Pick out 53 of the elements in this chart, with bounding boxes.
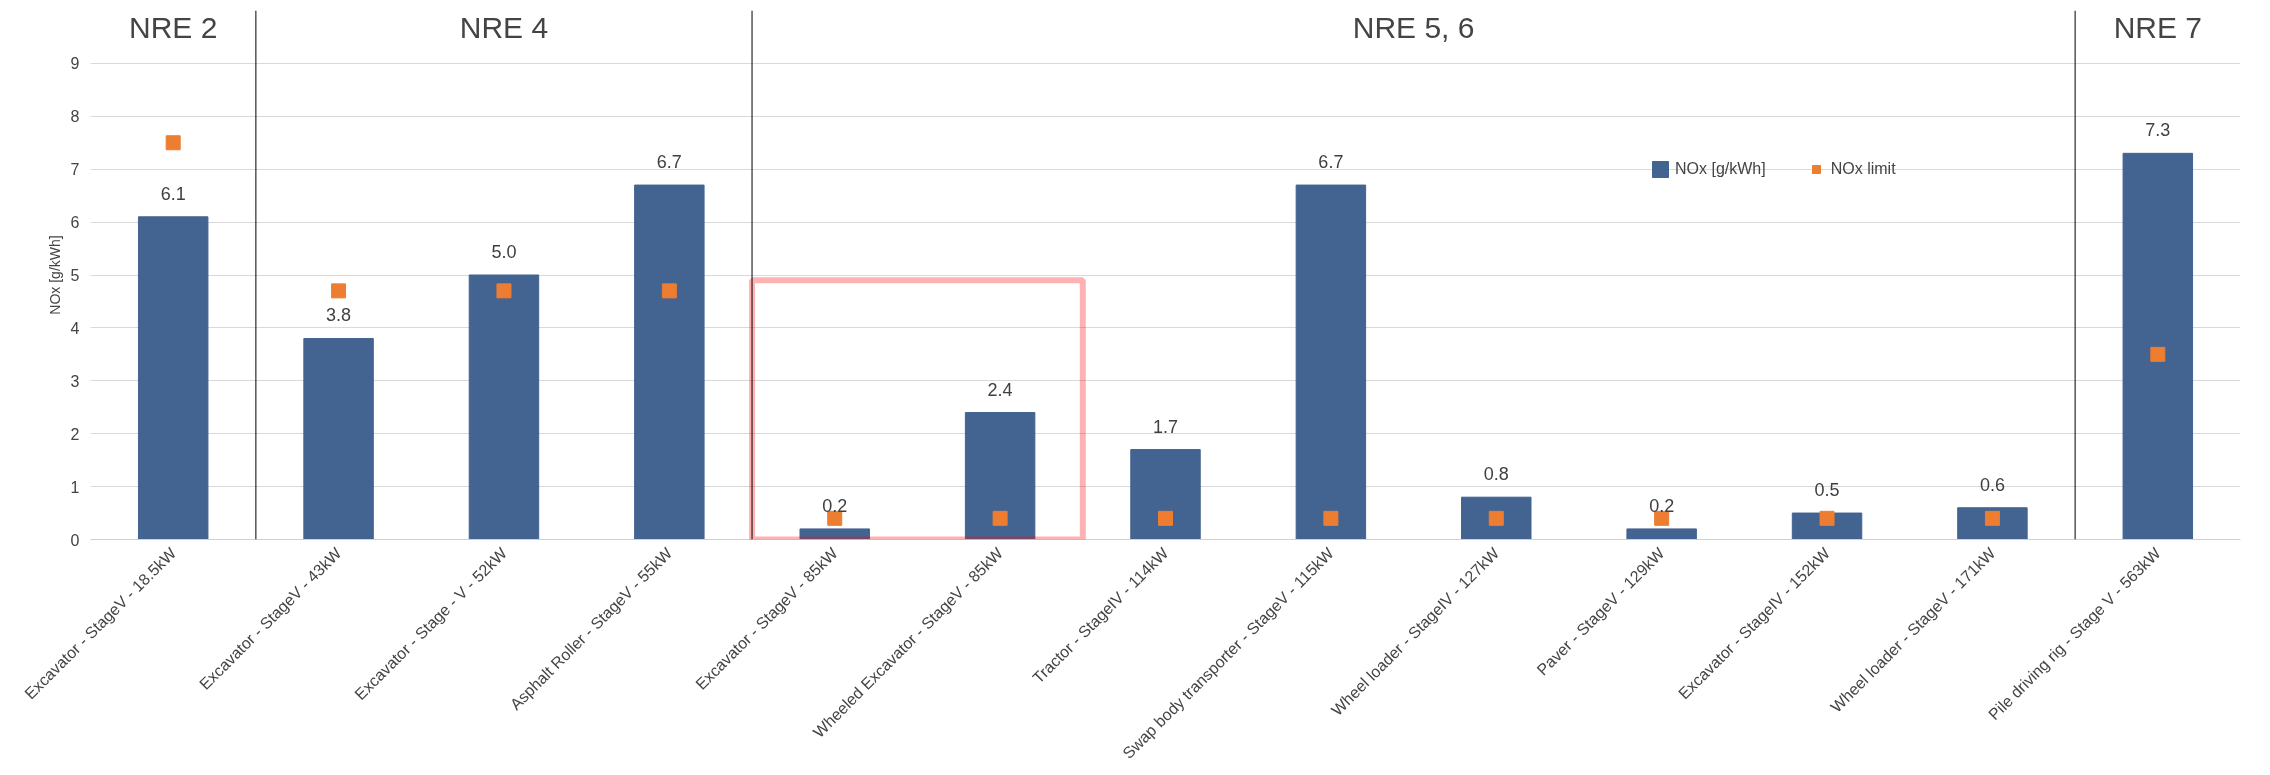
y-axis-title: NOx [g/kWh] bbox=[46, 235, 63, 315]
legend-label: NOx limit bbox=[1830, 160, 1896, 178]
bar bbox=[1295, 184, 1367, 540]
bar bbox=[1957, 507, 2028, 540]
point bbox=[496, 283, 512, 299]
y-tick-label: 9 bbox=[70, 55, 80, 73]
data-label: 3.8 bbox=[326, 305, 352, 326]
point bbox=[1158, 510, 1173, 526]
annotation: NRE 7 bbox=[2113, 10, 2202, 44]
bar bbox=[1130, 449, 1201, 540]
y-tick-label: 6 bbox=[70, 214, 80, 232]
bar bbox=[468, 274, 540, 540]
data-label: 6.1 bbox=[160, 183, 186, 204]
data-label: 0.6 bbox=[1979, 474, 2005, 495]
legend-label: NOx [g/kWh] bbox=[1675, 160, 1766, 178]
bar bbox=[1461, 496, 1532, 540]
data-label: 6.7 bbox=[656, 152, 682, 173]
bar bbox=[303, 337, 374, 540]
data-label: 0.8 bbox=[1483, 464, 1509, 485]
point bbox=[331, 283, 347, 299]
point bbox=[1984, 510, 2000, 526]
annotation: NRE 2 bbox=[129, 10, 218, 44]
data-label: 7.3 bbox=[2145, 120, 2171, 141]
y-tick-label: 1 bbox=[70, 478, 80, 496]
y-tick-label: 2 bbox=[70, 425, 80, 443]
bar bbox=[964, 412, 1036, 540]
data-label: 6.7 bbox=[1318, 152, 1344, 173]
annotation: NRE 5, 6 bbox=[1352, 10, 1475, 44]
bar bbox=[634, 184, 705, 540]
point bbox=[661, 283, 677, 299]
data-label: 1.7 bbox=[1152, 416, 1179, 437]
bar bbox=[799, 528, 870, 540]
point bbox=[2150, 346, 2166, 362]
bar bbox=[1626, 528, 1697, 540]
data-label: 2.4 bbox=[987, 379, 1013, 400]
y-tick-label: 0 bbox=[70, 531, 80, 549]
data-label: 0.5 bbox=[1814, 480, 1840, 501]
bar bbox=[2122, 152, 2194, 540]
data-label: 0.2 bbox=[822, 495, 848, 516]
y-tick-label: 5 bbox=[70, 267, 80, 284]
y-tick-label: 7 bbox=[70, 161, 80, 179]
data-label: 0.2 bbox=[1649, 495, 1675, 516]
annotation: NRE 4 bbox=[459, 10, 549, 44]
point bbox=[1323, 510, 1339, 526]
point bbox=[165, 135, 181, 151]
y-tick-label: 4 bbox=[70, 319, 80, 337]
y-tick-label: 8 bbox=[70, 108, 80, 126]
bar bbox=[137, 216, 209, 540]
point bbox=[1488, 510, 1504, 526]
point bbox=[992, 510, 1008, 526]
point bbox=[1819, 510, 1835, 526]
y-tick-label: 3 bbox=[70, 372, 80, 390]
data-label: 5.0 bbox=[491, 242, 517, 262]
